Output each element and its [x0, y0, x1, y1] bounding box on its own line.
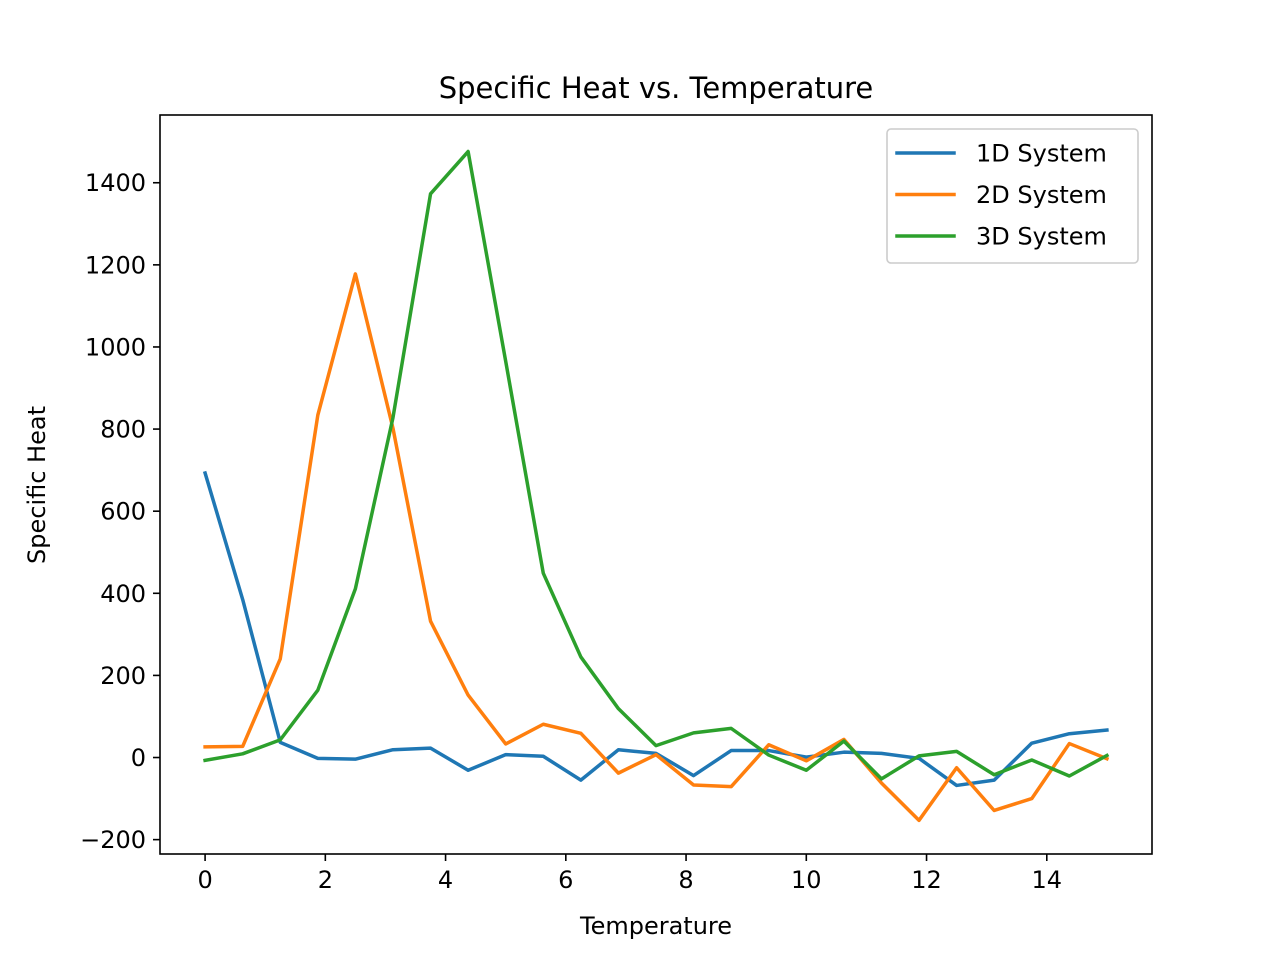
y-tick-label: 1200 [85, 251, 146, 279]
chart-title: Specific Heat vs. Temperature [439, 71, 874, 105]
x-tick-label: 14 [1032, 866, 1063, 894]
y-tick-label: 400 [100, 580, 146, 608]
legend: 1D System 2D System 3D System [886, 128, 1139, 264]
legend-label-3: 3D System [976, 223, 1107, 251]
y-tick-label: 200 [100, 662, 146, 690]
plot-lines [202, 149, 1110, 823]
y-tick-label: 800 [100, 416, 146, 444]
x-tick-label: 0 [197, 866, 212, 894]
legend-label-1: 1D System [976, 140, 1107, 168]
y-tick-label: −200 [80, 826, 146, 854]
plot-frame [159, 114, 1153, 855]
x-tick-label: 10 [791, 866, 822, 894]
y-tick-label: 600 [100, 498, 146, 526]
x-tick-label: 2 [318, 866, 333, 894]
series-line-3 [203, 149, 1110, 781]
series-line-2 [203, 272, 1110, 823]
y-axis: −200 0 200 400 600 800 1000 1200 1400 [80, 169, 160, 854]
x-tick-label: 12 [911, 866, 942, 894]
x-tick-label: 6 [558, 866, 573, 894]
legend-label-2: 2D System [976, 181, 1107, 209]
x-tick-label: 4 [438, 866, 453, 894]
legend-box [886, 128, 1139, 264]
y-tick-label: 0 [131, 744, 146, 772]
y-tick-label: 1000 [85, 333, 146, 361]
x-tick-label: 8 [678, 866, 693, 894]
x-axis: 0 2 4 6 8 10 12 14 [197, 854, 1062, 894]
y-axis-title: Specific Heat [23, 406, 51, 564]
x-axis-title: Temperature [579, 912, 732, 940]
y-tick-label: 1400 [85, 169, 146, 197]
